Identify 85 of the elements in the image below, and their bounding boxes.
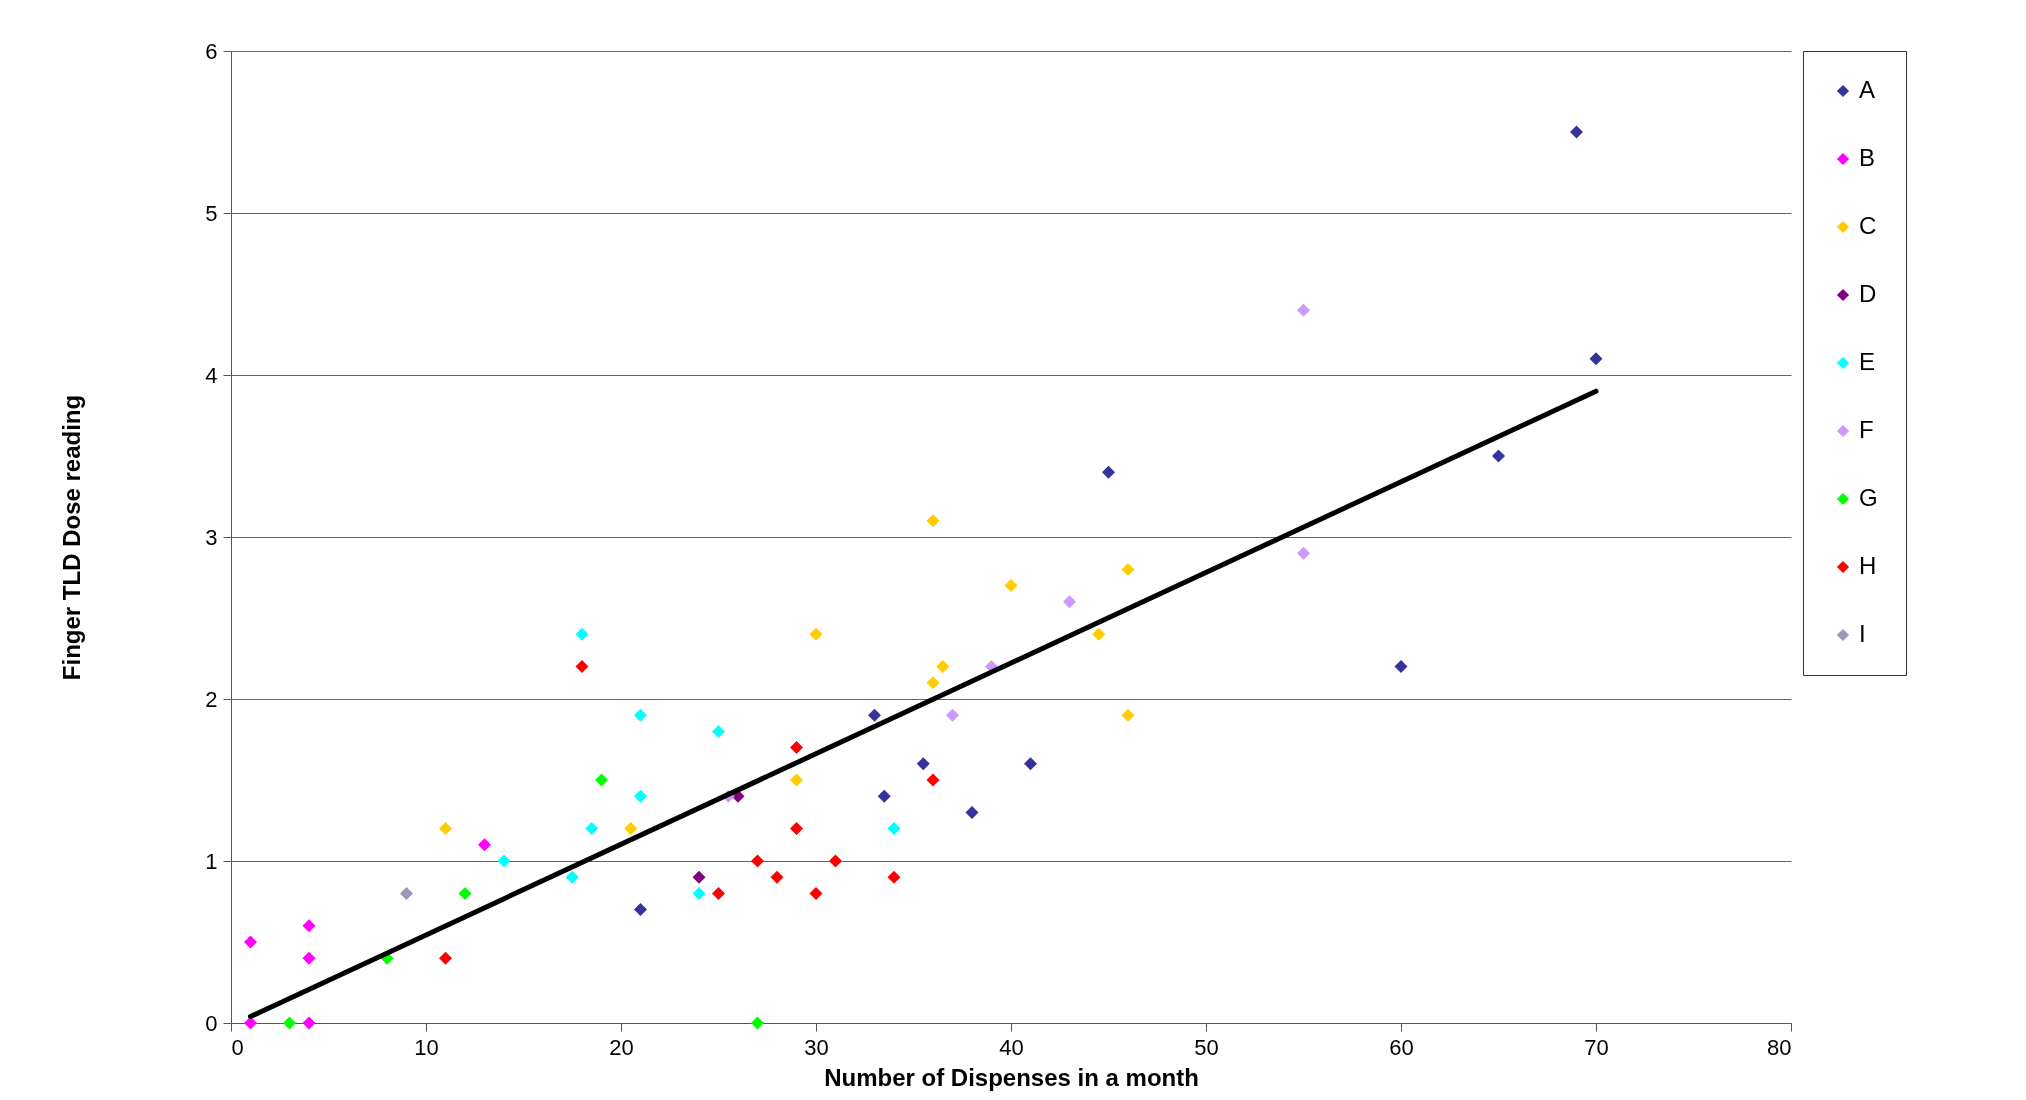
point <box>965 805 979 819</box>
y-tick-label: 6 <box>205 38 218 64</box>
point <box>867 708 882 722</box>
point <box>243 1016 258 1030</box>
legend-label: G <box>1859 484 1878 511</box>
point <box>624 822 638 836</box>
point <box>302 919 316 933</box>
point <box>692 886 706 900</box>
y-tick-label: 2 <box>205 686 218 712</box>
point <box>458 886 472 900</box>
point <box>575 627 589 641</box>
point <box>711 724 726 738</box>
point <box>916 757 930 771</box>
point <box>926 676 940 690</box>
x-tick-label: 30 <box>804 1034 829 1060</box>
point <box>789 773 804 787</box>
point <box>497 854 511 868</box>
point <box>770 870 784 884</box>
point <box>282 1016 297 1030</box>
point <box>926 773 940 787</box>
point <box>302 1016 316 1030</box>
y-tick-label: 0 <box>205 1010 218 1036</box>
point <box>750 854 765 868</box>
point <box>789 822 804 836</box>
point <box>1296 546 1311 560</box>
point <box>877 789 891 803</box>
legend-label: E <box>1859 348 1876 375</box>
x-tick-label: 50 <box>1194 1034 1219 1060</box>
legend-label: I <box>1859 620 1866 647</box>
point <box>809 627 823 641</box>
point <box>302 951 316 965</box>
point <box>1491 449 1506 463</box>
y-axis-title: Finger TLD Dose reading <box>58 394 86 681</box>
legend-label: A <box>1859 76 1876 103</box>
point <box>887 870 901 884</box>
point <box>477 838 492 852</box>
legend-label: F <box>1859 416 1874 443</box>
point <box>565 870 579 884</box>
point <box>585 822 599 836</box>
point <box>1394 660 1408 674</box>
y-tick-label: 3 <box>205 524 218 550</box>
legend-label: D <box>1859 280 1877 307</box>
point <box>1023 757 1038 771</box>
point <box>1121 708 1135 722</box>
point <box>575 660 589 674</box>
point <box>1296 303 1311 317</box>
point <box>1569 125 1584 139</box>
x-tick-label: 0 <box>231 1034 244 1060</box>
point <box>936 660 950 674</box>
x-tick-label: 70 <box>1584 1034 1609 1060</box>
point <box>692 870 706 884</box>
point <box>750 1016 765 1030</box>
point <box>399 886 414 900</box>
point <box>633 789 648 803</box>
point <box>828 854 843 868</box>
point <box>1062 595 1077 609</box>
point <box>1004 579 1018 593</box>
point <box>926 514 940 528</box>
point <box>887 822 901 836</box>
legend-label: H <box>1859 552 1877 579</box>
x-tick-label: 80 <box>1767 1034 1792 1060</box>
point <box>594 773 609 787</box>
x-tick-label: 60 <box>1389 1034 1414 1060</box>
y-tick-label: 1 <box>205 848 218 874</box>
point <box>1121 562 1135 576</box>
point <box>1092 627 1106 641</box>
point <box>243 935 258 949</box>
legend-label: B <box>1859 144 1876 171</box>
point <box>633 708 648 722</box>
point <box>789 741 804 755</box>
point <box>1589 352 1603 366</box>
point <box>711 886 726 900</box>
x-axis-title: Number of Dispenses in a month <box>824 1063 1199 1091</box>
legend-label: C <box>1859 212 1877 239</box>
y-tick-label: 5 <box>205 200 218 226</box>
point <box>809 886 823 900</box>
x-tick-label: 40 <box>999 1034 1024 1060</box>
point <box>945 708 960 722</box>
x-tick-label: 10 <box>414 1034 439 1060</box>
point <box>633 903 648 917</box>
x-tick-label: 20 <box>609 1034 634 1060</box>
point <box>438 951 453 965</box>
point <box>438 822 453 836</box>
y-tick-label: 4 <box>205 362 218 388</box>
point <box>1101 465 1116 479</box>
